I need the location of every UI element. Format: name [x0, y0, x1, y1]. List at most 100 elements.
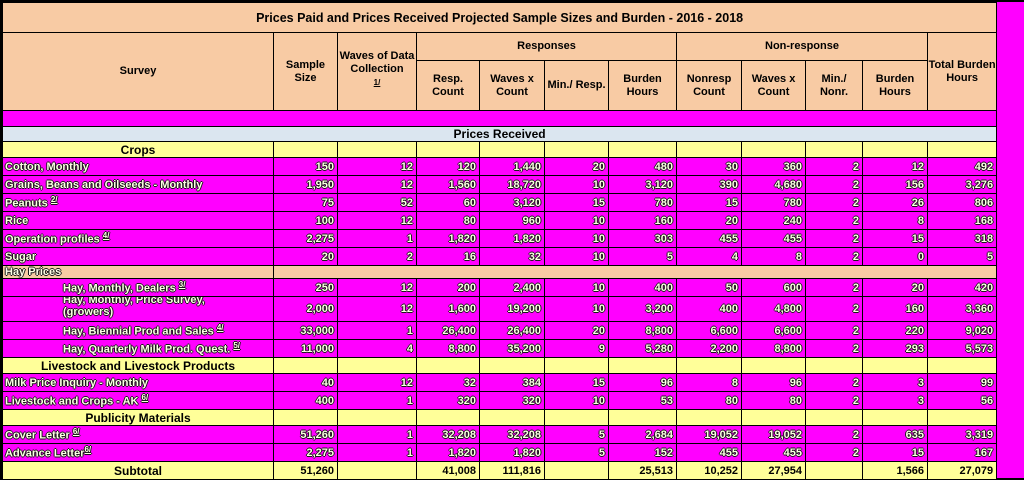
waves-footnote-marker: 1/	[373, 77, 381, 87]
section-empty-cell	[608, 409, 677, 426]
value-cell: 30	[676, 157, 742, 176]
value-cell: 455	[676, 443, 742, 462]
table-row: Rice 100 12 80 960 10 160 20 240 2 8 168	[2, 211, 998, 230]
value-cell: 600	[741, 278, 806, 297]
value-cell: 3,120	[479, 193, 545, 212]
table-row: Hay, Monthly, Price Survey, (growers) 2,00…	[2, 296, 998, 322]
section-empty-cell	[805, 409, 863, 426]
col-header-resp-burden-hours: Burden Hours	[608, 60, 677, 111]
survey-label-cell: Milk Price Inquiry - Monthly	[2, 373, 274, 392]
col-header-waves: Waves of Data Collection 1/	[337, 32, 417, 111]
value-cell: 9,020	[926, 321, 998, 340]
value-cell: 10	[544, 211, 609, 230]
table-row: Sugar 20 2 16 32 10 5 4 8 2 0 5	[2, 247, 998, 266]
survey-label-cell: Advance Letter6/	[2, 443, 274, 462]
section-empty-cell	[805, 141, 863, 158]
value-cell: 150	[273, 157, 338, 176]
value-cell: 52	[337, 193, 417, 212]
value-cell: 220	[862, 321, 928, 340]
value-cell: 8	[862, 211, 928, 230]
value-cell: 60	[416, 193, 480, 212]
table-row: Advance Letter6/2,275 1 1,820 1,820 5 152 455 4…	[2, 443, 998, 462]
band-row: Prices Received	[1, 126, 998, 142]
value-cell: 0	[862, 247, 928, 266]
value-cell: 400	[608, 278, 677, 297]
value-cell: 156	[862, 175, 928, 194]
value-cell: 5	[544, 443, 609, 462]
spreadsheet-fill-margin	[997, 2, 1024, 478]
section-empty-cell	[926, 357, 998, 374]
value-cell: 10	[544, 175, 609, 194]
value-cell: 5,573	[926, 339, 998, 358]
value-cell: 20	[676, 211, 742, 230]
value-cell: 2	[805, 247, 863, 266]
value-cell: 167	[926, 443, 998, 462]
value-cell: 5	[926, 247, 998, 266]
value-cell: 1	[337, 425, 417, 444]
value-cell: 20	[273, 247, 338, 266]
value-cell: 10	[544, 247, 609, 266]
value-cell: 455	[741, 443, 806, 462]
table-row: Cover Letter 6/51,260 1 32,208 32,208 5 2,684…	[2, 425, 998, 444]
value-cell: 780	[608, 193, 677, 212]
value-cell: 320	[416, 391, 480, 410]
value-cell: 4,800	[741, 296, 806, 322]
value-cell: 120	[416, 157, 480, 176]
table-row: Hay, Quarterly Milk Prod. Quest. 5/11,00…	[2, 339, 998, 358]
col-header-resp-waves-x-count: Waves x Count	[479, 60, 545, 111]
col-header-nonresp-burden-hours: Burden Hours	[862, 60, 928, 111]
value-cell: 75	[273, 193, 338, 212]
value-cell: 12	[337, 175, 417, 194]
value-cell: 12	[337, 157, 417, 176]
value-cell: 2	[805, 157, 863, 176]
section-empty-cell	[416, 141, 480, 158]
value-cell: 40	[273, 373, 338, 392]
value-cell: 3	[862, 391, 928, 410]
subtotal-value-cell: 111,816	[479, 461, 545, 480]
blank-spacer-cell	[1, 110, 998, 127]
subtotal-value-cell: 10,252	[676, 461, 742, 480]
section-empty-cell	[926, 141, 998, 158]
col-header-nonresp-count: Nonresp Count	[676, 60, 742, 111]
survey-label-cell: Cover Letter 6/	[2, 425, 274, 444]
value-cell: 3,200	[608, 296, 677, 322]
value-cell: 35,200	[479, 339, 545, 358]
value-cell: 240	[741, 211, 806, 230]
group-empty-cell	[272, 265, 998, 279]
value-cell: 80	[676, 391, 742, 410]
value-cell: 15	[862, 443, 928, 462]
survey-label-cell: Rice	[2, 211, 274, 230]
value-cell: 19,052	[676, 425, 742, 444]
value-cell: 1	[337, 321, 417, 340]
value-cell: 11,000	[273, 339, 338, 358]
value-cell: 2	[805, 229, 863, 248]
section-empty-cell	[337, 141, 417, 158]
section-label-cell: Publicity Materials	[2, 409, 274, 426]
survey-label-cell: Cotton, Monthly	[2, 157, 274, 176]
section-empty-cell	[608, 141, 677, 158]
survey-label-cell: Hay, Biennial Prod and Sales 4/	[2, 321, 274, 340]
value-cell: 2	[805, 425, 863, 444]
value-cell: 2	[805, 278, 863, 297]
section-empty-cell	[416, 409, 480, 426]
waves-label: Waves of Data Collection	[339, 49, 415, 75]
value-cell: 160	[862, 296, 928, 322]
survey-label-cell: Grains, Beans and Oilseeds - Monthly	[2, 175, 274, 194]
value-cell: 2,275	[273, 229, 338, 248]
value-cell: 12	[337, 278, 417, 297]
value-cell: 8,800	[741, 339, 806, 358]
value-cell: 390	[676, 175, 742, 194]
value-cell: 4,680	[741, 175, 806, 194]
value-cell: 2	[805, 391, 863, 410]
survey-label-cell: Hay, Quarterly Milk Prod. Quest. 5/	[2, 339, 274, 358]
value-cell: 1,950	[273, 175, 338, 194]
value-cell: 400	[676, 296, 742, 322]
value-cell: 455	[741, 229, 806, 248]
section-empty-cell	[544, 409, 609, 426]
section-empty-cell	[741, 409, 806, 426]
value-cell: 15	[676, 193, 742, 212]
section-row: Publicity Materials	[2, 409, 998, 426]
value-cell: 10	[544, 391, 609, 410]
value-cell: 20	[544, 157, 609, 176]
col-header-min-nonr: Min./ Nonr.	[805, 60, 863, 111]
